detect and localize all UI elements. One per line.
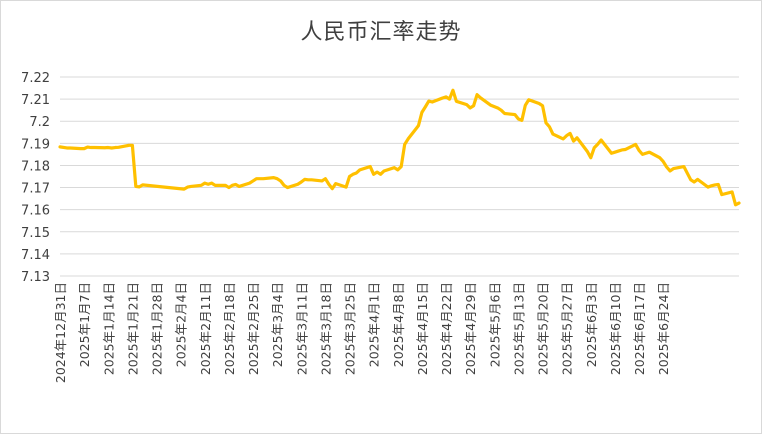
- x-tick-label: 2025年1月21日: [125, 282, 140, 375]
- x-axis-ticks: 2024年12月31日 2025年1月7日 2025年1月14日 2025年1月21日…: [53, 282, 671, 383]
- x-tick-label: 2024年12月31日: [53, 282, 68, 383]
- y-axis-ticks: 7.22 7.21 7.2 7.19 7.18 7.17 7.16 7.15 7.14 7.13: [21, 71, 50, 285]
- series-line: [58, 88, 741, 207]
- chart-title: 人民币汇率走势: [300, 20, 462, 45]
- y-tick-label: 7.22: [21, 71, 50, 86]
- x-tick-label: 2025年1月14日: [101, 282, 116, 375]
- y-tick-label: 7.2: [29, 115, 50, 130]
- y-tick-label: 7.14: [21, 248, 50, 263]
- y-tick-label: 7.16: [21, 204, 50, 219]
- x-tick-label: 2025年4月8日: [391, 282, 406, 367]
- x-tick-label: 2025年1月28日: [150, 282, 165, 375]
- x-tick-label: 2025年3月11日: [294, 282, 309, 375]
- x-tick-label: 2025年5月27日: [560, 282, 575, 375]
- x-tick-label: 2025年3月25日: [343, 282, 358, 375]
- x-tick-label: 2025年6月17日: [632, 282, 647, 375]
- y-tick-label: 7.17: [21, 182, 50, 197]
- x-tick-label: 2025年2月11日: [198, 282, 213, 375]
- y-tick-label: 7.18: [21, 159, 50, 174]
- y-tick-label: 7.15: [21, 226, 50, 241]
- x-tick-label: 2025年4月22日: [439, 282, 454, 375]
- x-tick-label: 2025年3月4日: [270, 282, 285, 367]
- gridlines: [60, 76, 739, 277]
- x-tick-label: 2025年6月3日: [584, 282, 599, 367]
- x-tick-label: 2025年5月6日: [487, 282, 502, 367]
- x-tick-label: 2025年2月18日: [222, 282, 237, 375]
- x-tick-label: 2025年5月13日: [511, 282, 526, 375]
- x-tick-label: 2025年4月1日: [367, 282, 382, 367]
- y-tick-label: 7.19: [21, 137, 50, 152]
- x-tick-label: 2025年2月4日: [174, 282, 189, 367]
- series-layer: [58, 88, 741, 207]
- x-tick-label: 2025年4月29日: [463, 282, 478, 375]
- x-tick-label: 2025年4月15日: [415, 282, 430, 375]
- x-tick-label: 2025年5月20日: [536, 282, 551, 375]
- x-tick-label: 2025年6月24日: [656, 282, 671, 375]
- x-tick-label: 2025年2月25日: [246, 282, 261, 375]
- x-tick-label: 2025年6月10日: [608, 282, 623, 375]
- y-tick-label: 7.13: [21, 270, 50, 285]
- x-tick-label: 2025年1月7日: [77, 282, 92, 367]
- y-tick-label: 7.21: [21, 93, 50, 108]
- x-tick-label: 2025年3月18日: [318, 282, 333, 375]
